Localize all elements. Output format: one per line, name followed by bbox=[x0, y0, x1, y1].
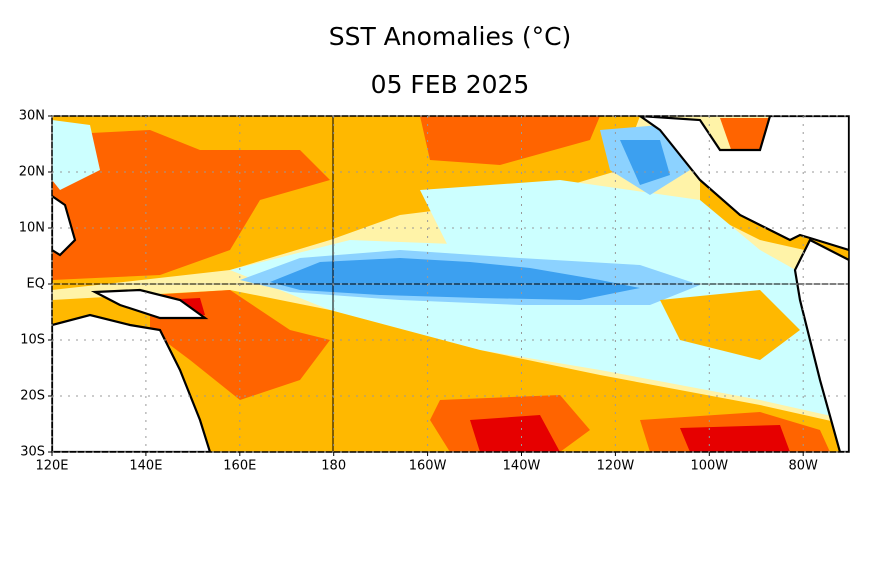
lon-label: 160E bbox=[223, 459, 256, 474]
lon-label: 120E bbox=[35, 459, 68, 474]
lon-label: 140W bbox=[503, 459, 541, 474]
lat-label: 10S bbox=[20, 333, 45, 348]
lon-label: 120W bbox=[597, 459, 635, 474]
lon-label: 160W bbox=[409, 459, 447, 474]
lat-label: 20N bbox=[19, 165, 45, 180]
map-title: SST Anomalies (°C) bbox=[329, 22, 572, 51]
lat-label: 20S bbox=[20, 389, 45, 404]
lat-label: 30S bbox=[20, 445, 45, 460]
lon-label: 80W bbox=[788, 459, 818, 474]
lat-label: 10N bbox=[19, 221, 45, 236]
map-date: 05 FEB 2025 bbox=[371, 70, 530, 99]
lon-label: 180 bbox=[321, 459, 346, 474]
lon-label: 140E bbox=[129, 459, 162, 474]
lat-label: EQ bbox=[27, 277, 45, 292]
lat-label: 30N bbox=[19, 109, 45, 124]
lon-label: 100W bbox=[690, 459, 728, 474]
